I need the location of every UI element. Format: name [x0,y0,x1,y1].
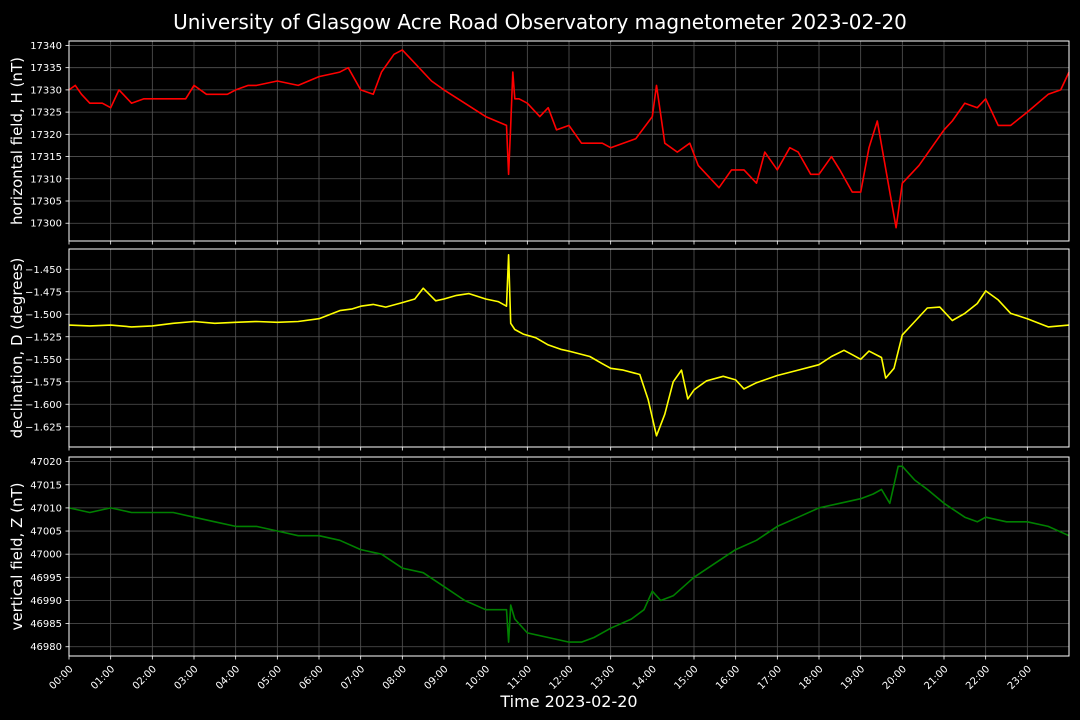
chart-panel-bottom: 46980 46985 46990 46995 47000 47005 47010 47015… [8,456,1070,660]
y-tick-label: −1.625 [25,422,62,433]
y-tick-label: 17335 [30,63,62,74]
y-tick-label: 47010 [30,503,62,514]
series-line-top [68,49,1070,229]
y-tick-label: 46980 [30,642,62,653]
y-tick-label: 17315 [30,152,62,163]
axes-frame [68,456,1070,657]
y-tick-label: −1.500 [25,310,62,321]
y-tick-label: 47000 [30,550,62,561]
y-tick-label: 17330 [30,85,62,96]
y-tick-label: 47020 [30,457,62,468]
y-tick-label: −1.550 [25,355,62,366]
y-tick-label: 17325 [30,108,62,119]
y-tick-label: 17305 [30,197,62,208]
figure-title: University of Glasgow Acre Road Observat… [173,10,907,34]
series-line-middle [68,254,1070,437]
chart-panel-top: 17300 17305 17310 17315 17320 17325 17330 17335… [8,40,1070,245]
y-tick-label: 17340 [30,41,62,52]
y-tick-label: −1.525 [25,332,62,343]
y-tick-label: 46985 [30,619,62,630]
axes-frame [68,40,1070,242]
y-axis-label: declination, D (degrees) [8,258,26,439]
y-tick-label: −1.450 [25,265,62,276]
y-tick-label: 47005 [30,527,62,538]
y-tick-label: −1.575 [25,377,62,388]
y-axis-label: horizontal field, H (nT) [8,57,26,225]
x-axis-label: Time 2023-02-20 [499,692,637,711]
y-tick-label: 17300 [30,219,62,230]
y-tick-label: 46995 [30,573,62,584]
y-tick-label: 17310 [30,174,62,185]
y-axis-label: vertical field, Z (nT) [8,482,26,630]
y-tick-label: 17320 [30,130,62,141]
series-line-bottom [68,465,1070,643]
y-tick-label: 46990 [30,596,62,607]
y-tick-label: 47015 [30,480,62,491]
chart-panel-middle: −1.625 −1.600 −1.575 −1.550 −1.525 −1.500 −1.4… [8,248,1070,451]
y-tick-label: −1.600 [25,400,62,411]
y-tick-label: −1.475 [25,287,62,298]
axes-frame [68,248,1070,448]
